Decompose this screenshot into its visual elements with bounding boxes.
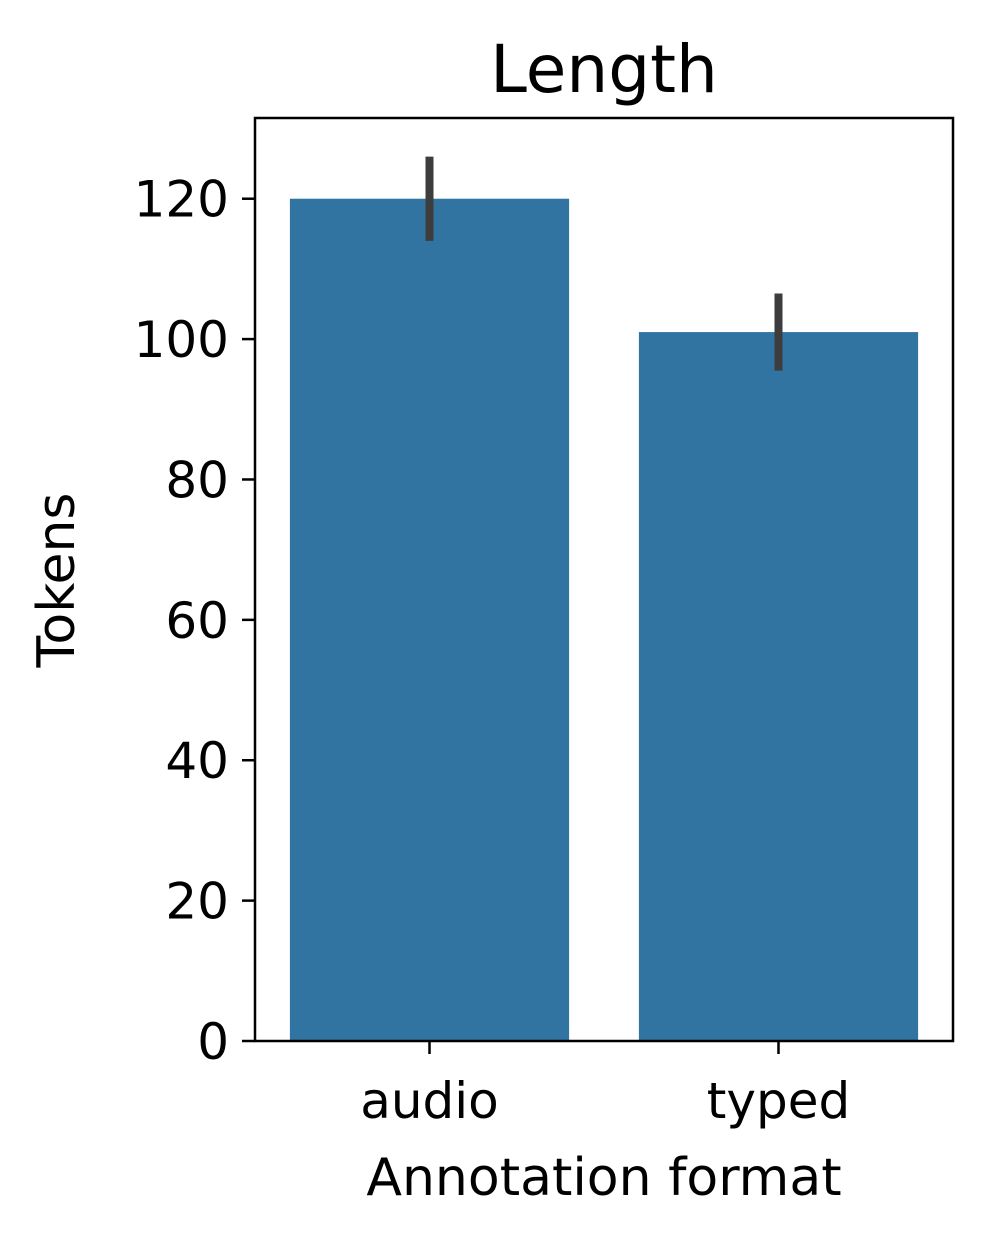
x-axis-label: Annotation format	[366, 1148, 841, 1208]
x-tick-label: typed	[707, 1072, 850, 1130]
y-tick-label: 0	[197, 1013, 229, 1071]
y-axis-ticks: 0 20 40 60 80 100 120	[134, 171, 255, 1071]
y-axis-label: Tokens	[27, 492, 87, 668]
bar-typed	[638, 332, 919, 1041]
y-tick-label: 40	[165, 732, 229, 790]
y-tick-label: 120	[134, 171, 229, 229]
y-tick-label: 20	[165, 873, 229, 931]
bars-group	[289, 198, 919, 1041]
y-tick-label: 60	[165, 592, 229, 650]
y-tick-label: 80	[165, 451, 229, 509]
y-tick-label: 100	[134, 311, 229, 369]
chart-title: Length	[490, 31, 718, 108]
x-axis-ticks: audio typed	[360, 1041, 850, 1130]
bar-audio	[289, 198, 570, 1041]
plot-frame	[253, 116, 955, 1043]
x-tick-label: audio	[360, 1072, 499, 1130]
error-bars-group	[425, 156, 783, 371]
